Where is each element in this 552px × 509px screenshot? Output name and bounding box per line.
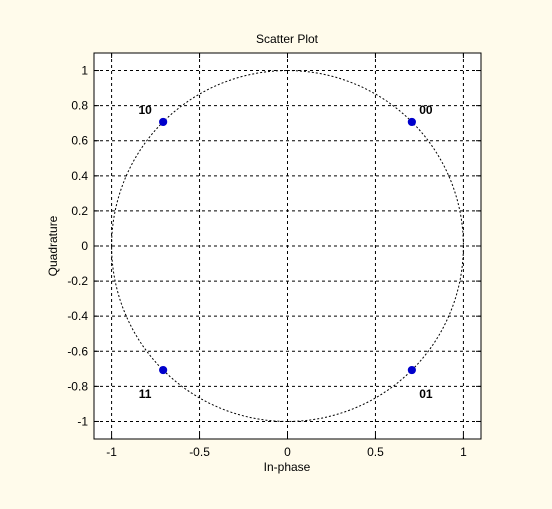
point-label-01: 01 — [419, 387, 433, 401]
x-tick-label: 1 — [460, 445, 467, 459]
x-tick-label: -0.5 — [189, 445, 210, 459]
x-tick-labels: -1 -0.5 0 0.5 1 — [106, 445, 467, 459]
data-point-00 — [407, 117, 416, 127]
y-tick-label: 0.8 — [71, 99, 88, 113]
y-tick-label: -1 — [77, 414, 88, 428]
data-point-11 — [159, 365, 168, 375]
chart-title: Scatter Plot — [256, 32, 319, 46]
y-tick-label: 0.4 — [71, 169, 88, 183]
y-tick-label: -0.2 — [67, 274, 88, 288]
point-label-10: 10 — [138, 103, 152, 117]
y-tick-label: -0.6 — [67, 344, 88, 358]
x-tick-label: 0 — [284, 445, 291, 459]
reference-circle — [111, 70, 464, 422]
y-tick-label: 0 — [81, 239, 88, 253]
x-axis-label: In-phase — [264, 460, 311, 474]
data-points: 00 01 10 11 — [138, 103, 432, 401]
data-point-10 — [159, 117, 168, 127]
y-tick-label: 0.2 — [71, 204, 88, 218]
point-label-11: 11 — [139, 387, 152, 401]
x-tick-label: 0.5 — [367, 445, 384, 459]
y-tick-label: 0.6 — [71, 134, 88, 148]
data-point-01 — [407, 365, 416, 375]
y-axis-label: Quadrature — [46, 215, 60, 276]
x-tick-label: -1 — [106, 445, 117, 459]
reference-circle-layer — [111, 70, 464, 422]
y-tick-label: 1 — [81, 64, 88, 78]
y-tick-label: -0.4 — [67, 309, 88, 323]
y-tick-label: -0.8 — [67, 379, 88, 393]
point-label-00: 00 — [419, 103, 433, 117]
tick-marks — [94, 53, 481, 439]
y-tick-labels: -1 -0.8 -0.6 -0.4 -0.2 0 0.2 0.4 0.6 0.8 1 — [67, 64, 88, 429]
